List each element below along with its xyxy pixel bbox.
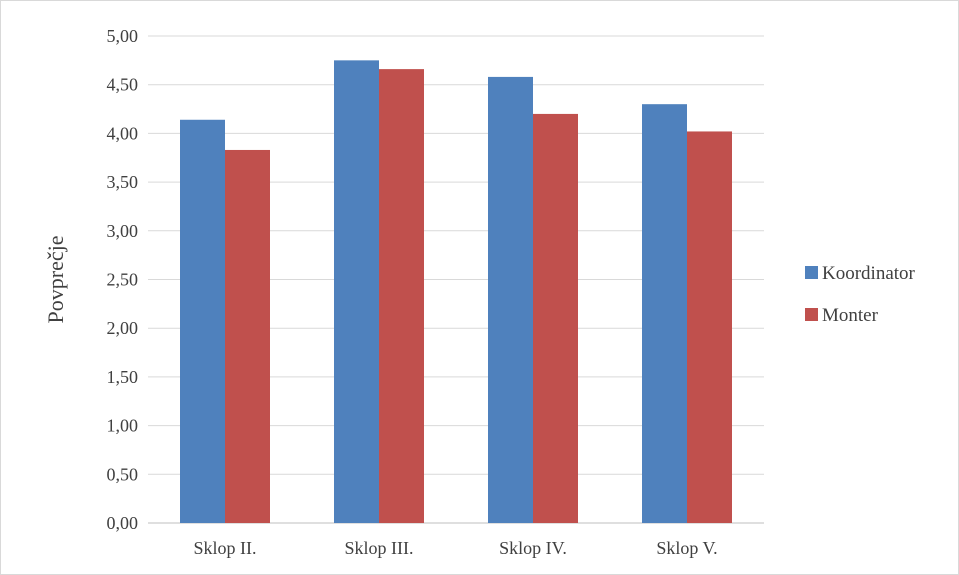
- bars: [180, 60, 732, 524]
- legend-swatch-koordinator: [805, 266, 818, 279]
- x-tick-label: Sklop II.: [194, 538, 257, 558]
- bar-koordinator-1: [180, 119, 225, 523]
- legend: Koordinator Monter: [805, 263, 916, 326]
- y-tick-label: 1,50: [107, 367, 139, 387]
- y-tick-label: 4,00: [107, 123, 139, 143]
- y-tick-label: 1,00: [107, 416, 139, 436]
- x-tick-label: Sklop III.: [345, 538, 414, 558]
- y-axis-title: Povprečje: [43, 236, 68, 324]
- y-tick-label: 3,50: [107, 172, 139, 192]
- bar-monter-4: [687, 131, 732, 523]
- y-tick-label: 4,50: [107, 75, 139, 95]
- legend-label-koordinator: Koordinator: [822, 263, 916, 284]
- bar-koordinator-2: [334, 60, 379, 523]
- y-tick-label: 0,00: [107, 513, 139, 533]
- x-tick-label: Sklop V.: [656, 538, 717, 558]
- y-axis-ticks: 0,00 0,50 1,00 1,50 2,00 2,50 3,00 3,50 4,00 4,50…: [107, 26, 139, 533]
- bar-monter-3: [533, 113, 578, 524]
- bar-koordinator-3: [488, 76, 533, 524]
- x-axis-ticks: Sklop II. Sklop III. Sklop IV. Sklop V.: [194, 538, 718, 558]
- bar-monter-1: [225, 149, 270, 523]
- y-tick-label: 3,00: [107, 221, 139, 241]
- y-tick-label: 0,50: [107, 464, 139, 484]
- y-tick-label: 2,00: [107, 318, 139, 338]
- legend-swatch-monter: [805, 308, 818, 321]
- bar-monter-2: [379, 69, 424, 523]
- x-tick-label: Sklop IV.: [499, 538, 567, 558]
- y-tick-label: 5,00: [107, 26, 139, 46]
- legend-label-monter: Monter: [822, 305, 879, 326]
- bar-koordinator-4: [642, 104, 687, 524]
- y-tick-label: 2,50: [107, 270, 139, 290]
